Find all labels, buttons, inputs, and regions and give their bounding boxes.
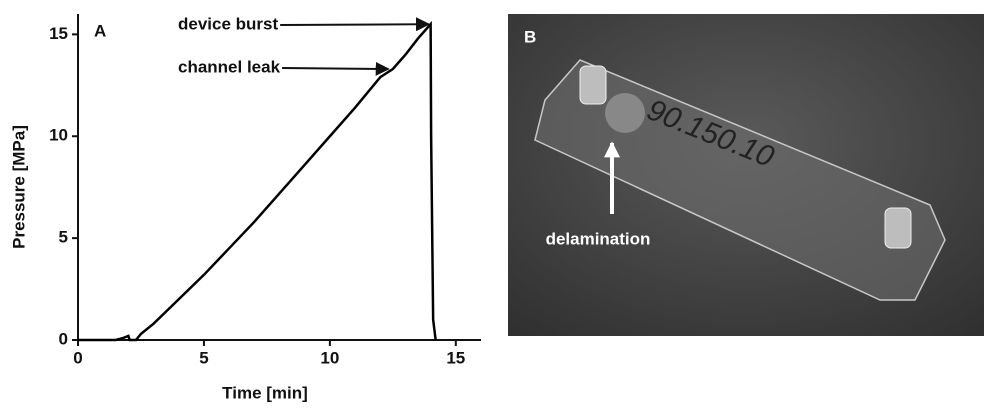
y-tick-label: 5 (59, 228, 68, 247)
port (580, 66, 606, 104)
figure: A Time [min] Pressure [MPa] 90.150.10 B … (0, 0, 984, 408)
x-tick-label: 10 (320, 348, 339, 367)
y-tick-label: 10 (49, 126, 68, 145)
page: {"chart_data": {"type": "line", "title":… (0, 0, 984, 408)
annotation-arrow (282, 68, 388, 69)
y-tick-label: 15 (49, 24, 68, 43)
port (885, 208, 911, 248)
panel-label: B (524, 27, 536, 46)
annotation: delamination (546, 229, 651, 248)
x-tick-label: 5 (199, 348, 208, 367)
photo-panel: 90.150.10 B delamination (508, 14, 984, 336)
annotation-arrow (280, 24, 428, 25)
panel-label: A (94, 21, 106, 40)
x-axis-label: Time [min] (222, 383, 308, 402)
annotation: channel leak (178, 57, 281, 76)
y-tick-label: 0 (59, 329, 68, 348)
x-tick-label: 0 (73, 348, 82, 367)
annotation: device burst (178, 14, 278, 33)
x-tick-label: 15 (446, 348, 465, 367)
delamination-spot (605, 93, 645, 133)
y-axis-label: Pressure [MPa] (9, 125, 28, 249)
